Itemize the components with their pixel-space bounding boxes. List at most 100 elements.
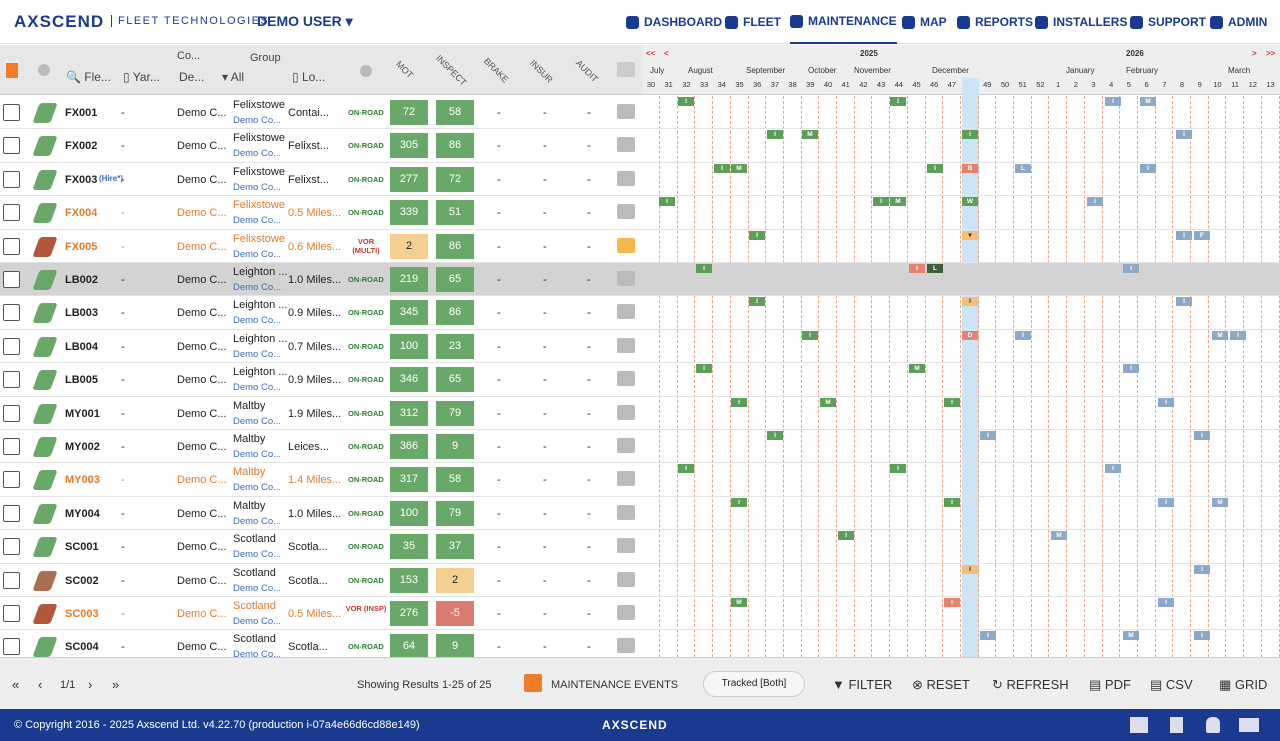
- maintenance-event[interactable]: I: [1194, 631, 1210, 641]
- insur-header[interactable]: INSUR: [527, 58, 555, 85]
- inspect-days[interactable]: 65: [436, 267, 474, 292]
- inspect-days[interactable]: 9: [436, 434, 474, 459]
- location-value[interactable]: 0.7 Miles...: [288, 340, 342, 353]
- row-checkbox[interactable]: [3, 271, 20, 288]
- comment-icon[interactable]: [617, 638, 635, 654]
- table-row[interactable]: LB003 - Demo C... Leighton ... Demo Co..…: [0, 296, 1280, 330]
- fleet-number[interactable]: LB003: [65, 307, 99, 320]
- comment-icon[interactable]: [617, 538, 635, 554]
- table-row[interactable]: LB004 - Demo C... Leighton ... Demo Co..…: [0, 330, 1280, 364]
- mot-days[interactable]: 100: [390, 500, 428, 526]
- nav-map[interactable]: MAP: [902, 0, 947, 44]
- maintenance-event[interactable]: I: [962, 130, 978, 140]
- mot-days[interactable]: 153: [390, 567, 428, 593]
- timeline-prev[interactable]: <: [664, 49, 669, 58]
- inspect-days[interactable]: 51: [436, 200, 474, 226]
- maintenance-event[interactable]: I: [1230, 330, 1246, 340]
- maintenance-event[interactable]: I: [678, 97, 694, 106]
- mot-days[interactable]: 64: [390, 634, 428, 657]
- yard-filter[interactable]: ▯ Yar...: [123, 70, 160, 84]
- prev-page-button[interactable]: ‹: [38, 677, 43, 692]
- location-value[interactable]: 0.5 Miles...: [288, 608, 342, 620]
- inspect-days[interactable]: 58: [436, 467, 474, 493]
- nav-admin[interactable]: ADMIN: [1210, 0, 1267, 44]
- inspect-days[interactable]: 72: [436, 166, 474, 192]
- row-checkbox[interactable]: [3, 304, 20, 322]
- maintenance-event[interactable]: I: [1123, 364, 1139, 374]
- table-row[interactable]: MY001 - Demo C... Maltby Demo Co... 1.9 …: [0, 397, 1280, 430]
- inspect-days[interactable]: 9: [436, 634, 474, 657]
- maintenance-event[interactable]: I: [1158, 397, 1174, 407]
- sort-icon[interactable]: [38, 64, 50, 76]
- maintenance-event[interactable]: ▾: [962, 230, 978, 240]
- location-value[interactable]: 0.6 Miles...: [288, 240, 342, 253]
- pdf-button[interactable]: ▤ PDF: [1089, 677, 1131, 692]
- timeline-next-fast[interactable]: >>: [1266, 49, 1276, 58]
- fleet-number[interactable]: LB004: [65, 340, 99, 353]
- events-checkbox[interactable]: [524, 674, 542, 692]
- maintenance-event[interactable]: I: [696, 264, 712, 273]
- nav-installers[interactable]: INSTALLERS: [1035, 0, 1127, 44]
- inspect-days[interactable]: 79: [436, 500, 474, 526]
- comment-icon[interactable]: [617, 504, 635, 520]
- row-checkbox[interactable]: [3, 438, 20, 455]
- comment-icon[interactable]: [617, 438, 635, 453]
- maintenance-event[interactable]: I: [890, 464, 906, 474]
- nav-support[interactable]: SUPPORT: [1130, 0, 1206, 44]
- nav-reports[interactable]: REPORTS: [957, 0, 1033, 44]
- export-icon[interactable]: [1170, 717, 1183, 733]
- fleet-number[interactable]: LB005: [65, 374, 99, 387]
- maintenance-event[interactable]: I: [944, 598, 960, 607]
- maintenance-event[interactable]: I: [1176, 130, 1192, 140]
- first-page-button[interactable]: «: [12, 677, 20, 692]
- group-filter[interactable]: ▾ All: [222, 70, 245, 84]
- mot-days[interactable]: 277: [390, 166, 428, 192]
- last-page-button[interactable]: »: [112, 677, 120, 692]
- location-value[interactable]: 0.9 Miles...: [288, 374, 342, 387]
- inspect-days[interactable]: 58: [436, 100, 474, 125]
- table-row[interactable]: FX004 - Demo C... Felixstowe Demo Co... …: [0, 196, 1280, 230]
- inspect-days[interactable]: -5: [436, 601, 474, 626]
- mot-header[interactable]: MOT: [393, 59, 416, 81]
- mot-days[interactable]: 276: [390, 601, 428, 626]
- location-value[interactable]: Felixst...: [288, 173, 329, 186]
- maintenance-event[interactable]: I: [944, 397, 960, 407]
- table-row[interactable]: FX005 - Demo C... Felixstowe Demo Co... …: [0, 230, 1280, 263]
- nav-dashboard[interactable]: DASHBOARD: [626, 0, 722, 44]
- inspect-days[interactable]: 23: [436, 333, 474, 359]
- maintenance-event[interactable]: I: [696, 364, 712, 374]
- inspect-days[interactable]: 65: [436, 367, 474, 393]
- comment-icon[interactable]: [617, 571, 635, 587]
- mot-days[interactable]: 35: [390, 534, 428, 560]
- bell-icon[interactable]: [1206, 717, 1220, 733]
- maintenance-event[interactable]: I: [1194, 431, 1210, 440]
- maintenance-event[interactable]: I: [838, 531, 854, 541]
- table-row[interactable]: FX002 - Demo C... Felixstowe Demo Co... …: [0, 129, 1280, 163]
- fleet-number[interactable]: LB002: [65, 274, 99, 286]
- maintenance-event[interactable]: L: [1015, 163, 1031, 173]
- table-row[interactable]: FX001 - Demo C... Felixstowe Demo Co... …: [0, 96, 1280, 130]
- fleet-number[interactable]: FX003: [65, 173, 98, 186]
- fleet-number[interactable]: SC004: [65, 641, 99, 654]
- maintenance-event[interactable]: D: [962, 330, 978, 340]
- fleet-number[interactable]: FX004: [65, 207, 98, 220]
- location-value[interactable]: Contai...: [288, 107, 329, 119]
- comment-icon[interactable]: [617, 605, 635, 620]
- maintenance-event[interactable]: I: [802, 330, 818, 340]
- location-value[interactable]: 0.5 Miles...: [288, 207, 342, 220]
- maintenance-event[interactable]: I: [659, 197, 675, 207]
- maintenance-event[interactable]: M: [1212, 330, 1228, 340]
- reset-button[interactable]: ⊗ RESET: [912, 677, 970, 692]
- fleet-number[interactable]: FX001: [65, 107, 98, 119]
- maintenance-event[interactable]: I: [1194, 564, 1210, 574]
- row-checkbox[interactable]: [3, 204, 20, 222]
- maintenance-event[interactable]: I: [1158, 598, 1174, 607]
- mot-days[interactable]: 2: [390, 233, 428, 259]
- fleet-number[interactable]: SC003: [65, 608, 99, 620]
- maintenance-event[interactable]: I: [927, 163, 943, 173]
- maintenance-event[interactable]: I: [749, 297, 765, 307]
- maintenance-event[interactable]: I: [1087, 197, 1103, 207]
- maintenance-event[interactable]: I: [767, 130, 783, 140]
- maintenance-event[interactable]: W: [962, 197, 978, 207]
- maintenance-event[interactable]: I: [714, 163, 730, 173]
